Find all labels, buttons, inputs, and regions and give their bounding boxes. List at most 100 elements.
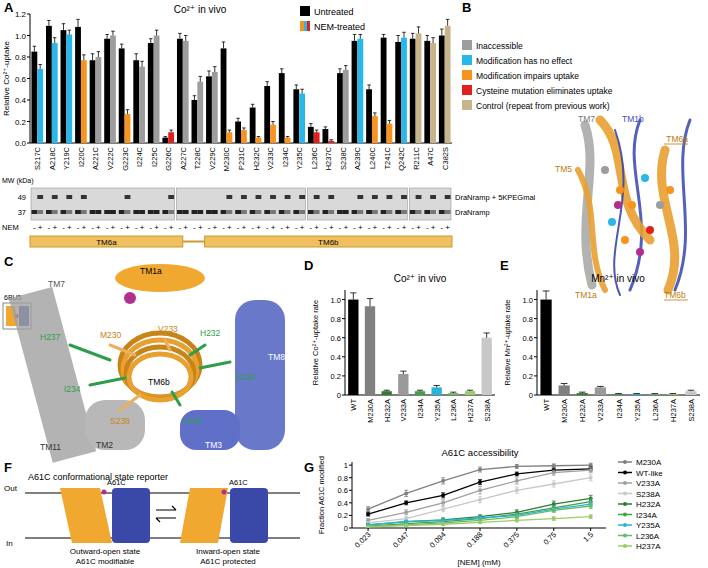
nem-sign: - [411, 223, 414, 232]
y-tick-label: 0.8 [338, 474, 348, 483]
nem-sign: + [198, 223, 203, 232]
helix-bar [30, 236, 183, 247]
category-label: T241C [383, 146, 392, 169]
gel-band [285, 210, 291, 214]
bar [221, 48, 227, 143]
error-bar [126, 110, 129, 114]
panel-label: A [4, 0, 14, 15]
y-tick [27, 100, 30, 101]
bar [95, 57, 101, 143]
error-bar [515, 519, 519, 522]
legend-swatch [462, 40, 472, 50]
y-tick-label: 0.2 [331, 372, 341, 381]
residue-label: A61C [229, 478, 248, 487]
gel-band [314, 195, 320, 199]
helix-6b [129, 354, 191, 400]
gel-band [445, 195, 451, 199]
gel-band [328, 195, 334, 199]
title: A61C conformational state reporter [28, 472, 168, 482]
y-tick [349, 477, 352, 478]
error-bar [315, 130, 318, 132]
error-bars [33, 19, 450, 140]
domain [230, 488, 268, 543]
error-bar [589, 503, 593, 508]
error-bar [515, 515, 519, 519]
error-bar [105, 34, 108, 38]
underline [664, 300, 688, 301]
error-bar [155, 30, 158, 35]
error-bar [467, 390, 473, 392]
nem-sign: - [397, 223, 400, 232]
nem-sign: - [208, 223, 211, 232]
point [515, 472, 519, 476]
bar [256, 138, 262, 143]
panel-label: G [304, 460, 314, 475]
y-tick [534, 356, 537, 357]
error-bar [589, 468, 593, 473]
legend-label: S238A [636, 490, 661, 499]
error-bar [324, 127, 327, 129]
state-label: Inward-open state [196, 547, 261, 556]
residue-sphere [616, 186, 624, 194]
bar [168, 132, 174, 143]
error-bar [552, 470, 556, 475]
bar [559, 385, 570, 395]
gel-band [61, 210, 67, 214]
x-tick-label: 1.5 [581, 530, 595, 544]
error-bar [91, 54, 94, 60]
error-bar [329, 140, 332, 141]
bar [177, 39, 183, 143]
gel-band [299, 210, 305, 214]
category-label: Y235A [633, 399, 642, 422]
bar [357, 39, 363, 143]
legend-swatch [623, 523, 627, 527]
error-bar [236, 118, 239, 121]
residue-sphere [641, 174, 649, 182]
error-bar [404, 501, 408, 505]
bar-chart: 00.20.40.60.81.0WTM230AH232AV233AI234AY2… [503, 273, 700, 423]
helix [9, 287, 96, 463]
category-label: A221C [91, 146, 100, 170]
error-bar [193, 96, 196, 100]
error-bar [286, 137, 289, 138]
legend-swatch [462, 100, 472, 110]
nem-sign: - [48, 223, 51, 232]
structure-c: 6BU5TM7TM1aTM8TM11TM2TM3TM6bH237M230V233… [3, 264, 285, 463]
gel-band [352, 210, 358, 214]
error-bar [552, 509, 556, 513]
error-bar [552, 481, 556, 487]
error-bar [669, 393, 676, 394]
category-label: V233C [266, 146, 275, 170]
point [589, 468, 593, 472]
legend-swatch [304, 21, 307, 31]
point [404, 510, 408, 514]
error-bar [366, 507, 370, 512]
point [515, 479, 519, 483]
error-bar [441, 478, 445, 484]
helix-label: TM1a [575, 290, 597, 300]
helix-label: TM6a [666, 134, 688, 144]
gel-band [337, 210, 343, 214]
error-bar [280, 69, 283, 73]
side-label: Out [4, 484, 18, 493]
bar [448, 393, 458, 395]
x-tick [590, 528, 591, 531]
category-label: G226C [164, 146, 173, 170]
legend-label: V233A [636, 479, 661, 488]
nem-sign: - [106, 223, 109, 232]
error-bar [404, 510, 408, 515]
gel-band [148, 210, 154, 214]
gel-band [401, 210, 407, 214]
state-label: A61C modifiable [76, 557, 135, 566]
point [589, 515, 593, 519]
category-label: Y235C [295, 146, 304, 170]
error-bar [295, 85, 298, 89]
legend-swatch [623, 502, 627, 506]
bar [381, 38, 387, 143]
gel-band [381, 210, 387, 214]
residue-label: H237 [40, 332, 61, 342]
residue-sphere [614, 201, 622, 209]
error-bar [388, 120, 391, 123]
nem-sign: + [358, 223, 363, 232]
bar [197, 82, 203, 143]
